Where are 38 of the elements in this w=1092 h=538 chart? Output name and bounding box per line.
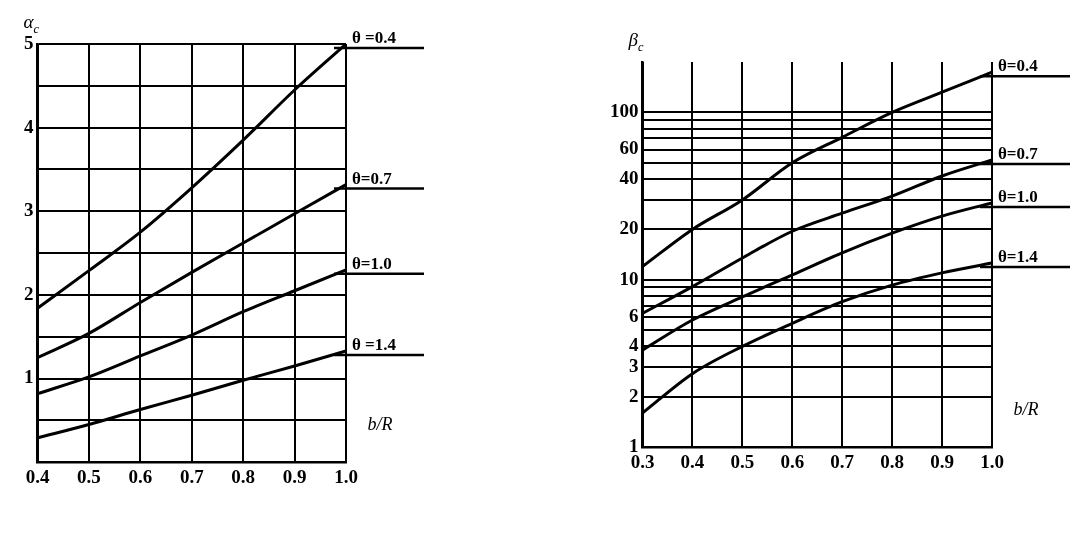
y-tick-label: 10 — [619, 267, 639, 289]
y-tick-label: 20 — [619, 217, 639, 239]
x-tick-label: 1.0 — [980, 450, 1004, 472]
series-label: θ=0.7 — [998, 143, 1039, 163]
x-tick-label: 0.9 — [930, 450, 954, 472]
y-tick-label: 1 — [24, 366, 34, 388]
y-tick-label: 3 — [24, 199, 34, 221]
series-label: θ=0.7 — [352, 168, 393, 188]
x-tick-label: 0.8 — [231, 465, 256, 487]
x-tick-label: 0.5 — [730, 450, 755, 472]
x-tick-label: 0.6 — [780, 450, 805, 472]
x-tick-label: 0.8 — [880, 450, 905, 472]
x-tick-label: 1.0 — [334, 465, 358, 487]
y-tick-label: 4 — [629, 334, 639, 356]
x-tick-label: 0.4 — [680, 450, 705, 472]
x-axis-title: b/R — [1013, 399, 1039, 420]
x-tick-label: 0.4 — [25, 465, 50, 487]
series-label: θ=1.4 — [998, 246, 1039, 266]
series-label: θ =1.4 — [352, 334, 397, 354]
y-tick-label: 3 — [629, 355, 639, 377]
x-axis-title: b/R — [367, 414, 393, 435]
y-tick-label: 6 — [629, 304, 639, 326]
y-tick-label: 5 — [24, 31, 34, 53]
y-tick-label: 2 — [24, 282, 34, 304]
series-label: θ=1.0 — [998, 186, 1038, 206]
series-label: θ =0.4 — [352, 28, 397, 47]
x-tick-label: 0.5 — [77, 465, 101, 487]
y-tick-label: 100 — [610, 100, 639, 122]
y-tick-label: 4 — [24, 115, 34, 137]
x-tick-label: 0.7 — [179, 465, 205, 487]
x-tick-label: 0.9 — [282, 465, 307, 487]
series-label: θ=0.4 — [998, 56, 1039, 76]
y-tick-label: 60 — [619, 137, 639, 159]
x-tick-label: 0.7 — [830, 450, 855, 472]
x-tick-label: 0.6 — [128, 465, 153, 487]
y-tick-label: 2 — [629, 384, 639, 406]
y-tick-label: 40 — [619, 166, 639, 188]
series-label: θ=1.0 — [352, 253, 392, 273]
